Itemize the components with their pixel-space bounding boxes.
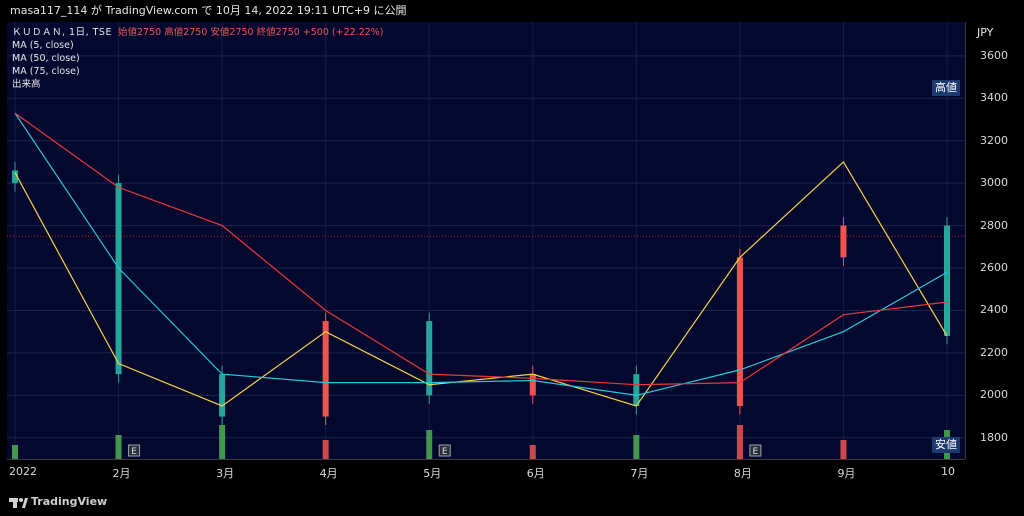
price-axis[interactable]	[965, 22, 1024, 459]
earnings-marker: E	[749, 444, 762, 457]
earnings-marker-label: E	[753, 447, 759, 457]
time-tick-label: 6月	[526, 467, 545, 480]
candle-body	[12, 170, 18, 184]
attribution-text: masa117_114 が TradingView.com で 10月 14, …	[10, 4, 407, 17]
price-tick-label: 3600	[980, 48, 1008, 62]
ma50-line	[14, 112, 948, 396]
volume-bar	[219, 425, 226, 459]
price-tick-label: 2600	[980, 261, 1008, 275]
candle-body	[944, 225, 950, 336]
legend-ma5[interactable]: MA (5, close)	[12, 40, 74, 51]
ma5-line	[14, 160, 948, 407]
footer: TradingView	[0, 481, 1024, 516]
time-tick-label: 8月	[733, 467, 752, 480]
high-tag: 高値	[932, 80, 960, 96]
candle-body	[529, 374, 536, 396]
candle-body	[219, 374, 226, 417]
earnings-marker: E	[128, 444, 141, 457]
price-tick-label: 3000	[980, 176, 1008, 190]
candle-body	[633, 374, 640, 406]
time-tick-label: 2月	[112, 467, 131, 480]
price-tick-label: 1800	[980, 430, 1008, 444]
volume-bar	[322, 440, 329, 459]
earnings-marker-label: E	[131, 447, 137, 457]
candle-body	[736, 257, 743, 406]
candle-body	[115, 183, 122, 375]
price-tick-label: 2000	[980, 388, 1008, 402]
chart-legend: ＫＵＤＡＮ, 1日, TSE 始値2750 高値2750 安値2750 終値27…	[12, 26, 384, 91]
earnings-marker-label: E	[442, 447, 448, 457]
volume-bar	[736, 425, 743, 459]
time-tick-label: 5月	[423, 467, 442, 480]
legend-ma50[interactable]: MA (50, close)	[12, 53, 80, 64]
time-tick-label: 2022	[9, 465, 37, 478]
price-tick-label: 2800	[980, 218, 1008, 232]
candle-body	[840, 225, 847, 258]
time-tick-label: 9月	[837, 467, 856, 480]
time-tick-label: 7月	[630, 467, 649, 480]
currency-label: JPY	[977, 26, 994, 39]
volume-bar	[115, 435, 122, 459]
earnings-marker-box[interactable]	[438, 444, 451, 457]
candle-body	[426, 321, 433, 396]
volume-bar	[633, 435, 640, 459]
volume-bar	[840, 440, 847, 459]
volume-bar	[529, 445, 536, 459]
time-tick-label: 3月	[216, 467, 235, 480]
volume-bar	[426, 430, 433, 459]
candle-body	[322, 321, 329, 417]
price-tick-label: 3400	[980, 91, 1008, 105]
earnings-marker: E	[438, 444, 451, 457]
legend-volume[interactable]: 出来高	[12, 79, 41, 90]
price-tick-label: 3200	[980, 133, 1008, 147]
time-tick-label: 4月	[319, 467, 338, 480]
price-tick-label: 2400	[980, 303, 1008, 317]
tradingview-logo-icon	[9, 498, 28, 508]
legend-ma75[interactable]: MA (75, close)	[12, 66, 80, 77]
ma75-line	[14, 112, 948, 386]
low-tag: 安値	[932, 437, 960, 453]
volume-bar	[12, 445, 18, 459]
publish-header: masa117_114 が TradingView.com で 10月 14, …	[0, 0, 1024, 22]
legend-ohlc: 始値2750 高値2750 安値2750 終値2750 +500 (+22.22…	[118, 27, 384, 38]
legend-symbol[interactable]: ＫＵＤＡＮ, 1日, TSE	[12, 27, 112, 38]
earnings-marker-box[interactable]	[128, 444, 141, 457]
footer-brand: TradingView	[31, 495, 108, 508]
earnings-marker-box[interactable]	[749, 444, 762, 457]
price-tick-label: 2200	[980, 345, 1008, 359]
time-axis[interactable]: 20222月3月4月5月6月7月8月9月10月	[7, 459, 965, 493]
